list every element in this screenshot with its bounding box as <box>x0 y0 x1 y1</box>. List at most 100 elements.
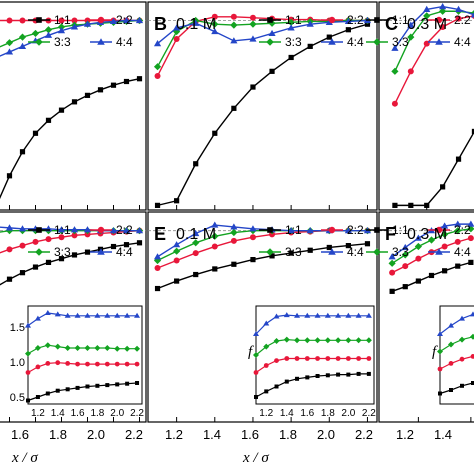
legend-label: 4:4 <box>347 35 364 49</box>
inset-data-point <box>315 356 320 361</box>
inset-data-point <box>64 345 71 351</box>
inset-data-point <box>284 379 289 384</box>
inset-data-point <box>124 361 130 367</box>
x-tick-label: 1.2 <box>165 427 183 442</box>
data-point <box>414 234 422 241</box>
x-tick-label: 1.8 <box>279 427 297 442</box>
inset-data-point <box>75 361 80 367</box>
inset-series-1-1 <box>26 381 140 403</box>
inset-data-point <box>253 352 259 358</box>
inset-data-point <box>345 312 352 318</box>
legend-marker <box>435 248 443 255</box>
legend-marker <box>36 227 42 233</box>
data-point <box>18 42 27 49</box>
inset-x-tick-label: 1.8 <box>90 408 104 419</box>
data-point <box>154 265 161 271</box>
data-point <box>467 235 474 242</box>
data-point <box>439 23 446 30</box>
data-point <box>211 232 219 240</box>
inset-data-point <box>448 341 454 348</box>
inset-data-point <box>274 358 279 363</box>
legend-label: 1:1 <box>392 223 409 237</box>
data-point <box>58 234 65 241</box>
data-point <box>57 226 66 233</box>
legend-marker <box>328 226 336 234</box>
data-point <box>110 243 117 250</box>
legend-marker <box>328 16 336 24</box>
data-point <box>389 288 395 294</box>
inset-data-point <box>54 311 61 317</box>
data-point <box>44 31 53 38</box>
data-point <box>415 255 422 262</box>
data-point <box>110 82 117 88</box>
x-tick-label: 2.0 <box>87 427 105 442</box>
series-line <box>394 131 474 207</box>
inset-data-point <box>448 322 454 328</box>
inset-data-point <box>356 356 362 361</box>
data-point <box>407 21 415 28</box>
data-point <box>269 231 276 238</box>
inset-data-point <box>324 312 331 318</box>
inset-e-inset: 1.2 1.4 1.6 1.8 2.0 2.2 <box>253 305 376 419</box>
inset-data-point <box>304 337 311 344</box>
inset-data-point <box>64 312 71 318</box>
data-point <box>401 251 409 259</box>
plot-frame <box>378 211 474 423</box>
data-point <box>174 198 180 204</box>
data-point <box>173 257 180 264</box>
plot-frame <box>0 1 147 211</box>
data-point <box>193 161 199 167</box>
series-1-1 <box>392 128 474 208</box>
data-point <box>192 239 200 247</box>
data-point <box>173 27 181 36</box>
data-point <box>123 242 130 248</box>
data-point <box>364 21 371 27</box>
inset-data-point <box>325 356 331 361</box>
data-point <box>122 16 131 24</box>
plot-frame <box>147 211 378 423</box>
inset-data-point <box>273 313 280 319</box>
data-point <box>287 24 295 31</box>
legend-label: 3:3 <box>54 245 71 259</box>
plot-frame <box>0 211 147 423</box>
data-point <box>391 44 399 51</box>
x-tick-label: 1.4 <box>434 427 452 442</box>
inset-series-2-2 <box>25 360 140 375</box>
data-point <box>136 76 143 82</box>
legend-label: 3:3 <box>392 35 409 49</box>
legend-marker <box>97 16 105 24</box>
inset-data-point <box>65 361 71 366</box>
data-point <box>249 20 257 28</box>
data-point <box>441 222 449 229</box>
inset-data-point <box>365 312 372 318</box>
data-point <box>402 284 408 290</box>
data-point <box>288 250 294 256</box>
data-point <box>230 13 237 20</box>
concentration-f: 0.3 M <box>407 226 447 243</box>
panels: 1:1 2:2 3:3 4:4 1:1 2:2 3:3 4:4 1:1 2:2 3:3 4:4 1:1 2… <box>0 1 474 423</box>
inset-series-3-3 <box>253 336 372 358</box>
plot-frame <box>378 1 474 211</box>
series-4-4 <box>391 3 474 51</box>
data-point <box>192 19 200 26</box>
legend-label: 4:4 <box>347 245 364 259</box>
x-tick-label: 1.4 <box>203 427 221 442</box>
panel-labels: B 0.1 M C 0.3 M E 0.1 M F 0.3 M <box>154 14 447 244</box>
inset-data-point <box>135 381 140 385</box>
data-point <box>423 5 431 12</box>
inset-f-inset <box>437 305 474 405</box>
data-point <box>439 3 447 10</box>
legend-marker <box>435 226 443 234</box>
data-point <box>470 12 474 18</box>
series-line <box>157 243 368 290</box>
data-point <box>173 24 181 31</box>
inset-data-point <box>325 373 330 378</box>
data-point <box>441 230 449 238</box>
data-point <box>84 249 91 255</box>
x-axis-label-right: x / σ <box>242 450 269 466</box>
inset-data-point <box>283 336 290 343</box>
data-point <box>307 247 313 253</box>
inset-data-point <box>345 337 352 344</box>
inset-y-tick-label: 0.5 <box>10 392 25 404</box>
inset-data-point <box>470 354 474 359</box>
